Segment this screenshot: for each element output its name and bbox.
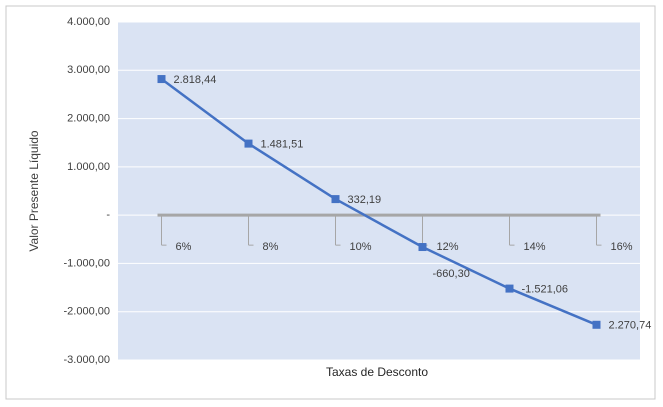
data-label: 2.818,44 [174,74,217,86]
x-tick-label: 16% [611,241,633,253]
y-tick-label: - [106,209,110,221]
point [157,75,166,84]
data-label: -1.521,06 [522,283,568,295]
y-tick-label: 3.000,00 [67,64,110,76]
point [418,243,427,252]
y-tick-label: 2.000,00 [67,112,110,124]
x-tick-label: 10% [350,241,372,253]
y-tick-label: 1.000,00 [67,161,110,173]
y-tick-label: 4.000,00 [67,16,110,28]
point [331,195,340,204]
point [505,284,514,293]
x-tick-label: 12% [437,241,459,253]
x-axis-title: Taxas de Desconto [326,365,428,379]
plot-area [118,22,640,360]
y-axis-title: Valor Presente Líquido [27,130,41,252]
x-tick-label: 14% [524,241,546,253]
x-tick-label: 6% [176,241,192,253]
data-label: 1.481,51 [261,139,304,151]
data-label: 2.270,74 [609,320,652,332]
x-tick-label: 8% [263,241,279,253]
y-tick-label: -2.000,00 [64,306,110,318]
data-label: 332,19 [348,194,382,206]
data-label: -660,30 [433,268,470,280]
y-tick-label: -3.000,00 [64,354,110,366]
y-tick-label: -1.000,00 [64,257,110,269]
series-line [160,78,597,326]
point [244,139,253,148]
point [592,320,601,329]
